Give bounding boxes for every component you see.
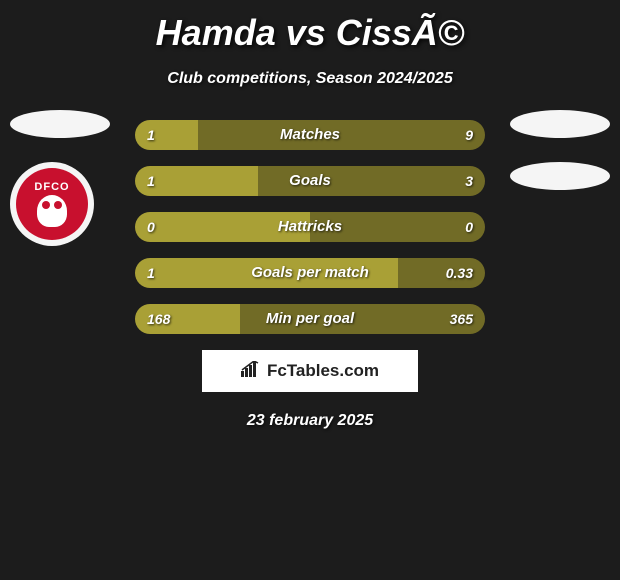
club-logo-inner: DFCO	[16, 168, 88, 240]
bar-label: Goals per match	[135, 258, 485, 288]
player-placeholder-icon	[10, 110, 110, 138]
bar-left-value: 1	[147, 258, 155, 288]
stat-bar: Hattricks0 0	[135, 212, 485, 242]
club-logo-text: DFCO	[34, 181, 69, 193]
date-text: 23 february 2025	[0, 412, 620, 430]
bar-label: Hattricks	[135, 212, 485, 242]
page-title: Hamda vs CissÃ©	[0, 0, 620, 54]
right-player-column	[510, 110, 610, 214]
bar-label: Min per goal	[135, 304, 485, 334]
comparison-area: DFCO Matches19Goals13Hattricks00Goals pe…	[0, 120, 620, 430]
club-logo: DFCO	[10, 162, 94, 246]
stat-bar: Goals per match1 0.33	[135, 258, 485, 288]
bar-left-value: 1	[147, 120, 155, 150]
player-placeholder-icon	[510, 110, 610, 138]
stat-bar: Goals1 3	[135, 166, 485, 196]
owl-icon	[37, 195, 67, 227]
bar-left-value: 168	[147, 304, 170, 334]
club-placeholder-icon	[510, 162, 610, 190]
stat-bar: Min per goal168 365	[135, 304, 485, 334]
bar-left-value: 1	[147, 166, 155, 196]
bar-left-value: 0	[147, 212, 155, 242]
bar-label: Goals	[135, 166, 485, 196]
stat-bar: Matches1 9	[135, 120, 485, 150]
stat-bars: Matches19Goals13Hattricks00Goals per mat…	[135, 120, 485, 334]
bar-right-value: 9	[465, 120, 473, 150]
bar-right-value: 0	[465, 212, 473, 242]
brand-footer: FcTables.com	[202, 350, 418, 392]
bar-label: Matches	[135, 120, 485, 150]
page-subtitle: Club competitions, Season 2024/2025	[0, 70, 620, 88]
bar-right-value: 0.33	[446, 258, 473, 288]
brand-text: FcTables.com	[267, 361, 379, 381]
chart-icon	[241, 361, 261, 382]
bar-right-value: 3	[465, 166, 473, 196]
bar-right-value: 365	[450, 304, 473, 334]
left-player-column: DFCO	[10, 110, 110, 246]
